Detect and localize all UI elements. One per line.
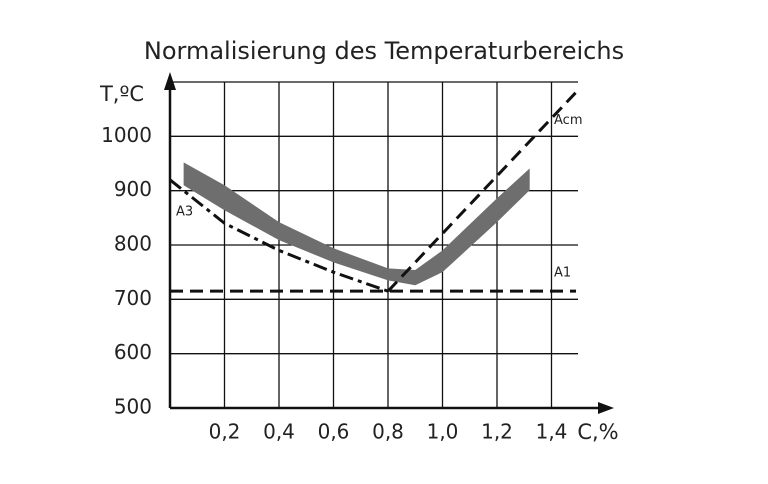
chart-title: Normalisierung des Temperaturbereichs [144,37,624,65]
x-tick-label: 0,4 [263,420,295,444]
x-tick-label: 1,2 [481,420,513,444]
x-tick-label: 0,2 [209,420,241,444]
axis-arrow [598,402,614,414]
series-label: A1 [554,266,571,281]
series-line [386,91,578,293]
x-tick-label: 0,8 [372,420,404,444]
y-tick-label: 600 [114,340,152,364]
y-tick-label: 1000 [101,123,152,147]
x-axis-label: C,% [577,420,618,444]
x-tick-label: 1,0 [427,420,459,444]
y-tick-label: 500 [114,395,152,419]
y-tick-label: 700 [114,286,152,310]
series-line [169,178,389,293]
axis-arrow [164,72,176,90]
normalizing-band [183,162,530,286]
y-axis-label: T,ºC [99,82,144,106]
x-tick-label: 1,4 [536,420,568,444]
x-tick-label: 0,6 [318,420,350,444]
y-tick-label: 800 [114,232,152,256]
series-label: A3 [176,204,193,219]
series-label: Acm [554,113,582,128]
y-tick-label: 900 [114,177,152,201]
